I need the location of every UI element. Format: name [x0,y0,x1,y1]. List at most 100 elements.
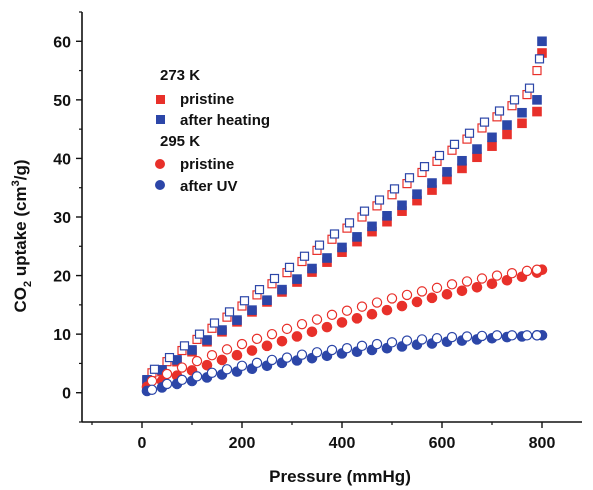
data-point-square [434,150,445,161]
legend-title-295k: 295 K [160,133,200,150]
data-point-circle [506,330,518,341]
data-point-square [464,128,475,138]
series-s295_pristine_filled [141,264,548,393]
data-point-square [374,195,385,205]
data-point-circle [201,359,213,371]
y-axis-label-part-uptake: uptake (cm [11,186,30,280]
legend-label-295k-after-uv: after UV [180,178,238,195]
data-point-circle [456,285,468,297]
data-point-circle [281,323,293,335]
data-point-square [284,262,295,272]
data-point-square [479,117,490,127]
data-point-circle [216,354,228,366]
data-point-square [532,106,542,117]
data-point-square [352,232,362,242]
y-tick-label: 40 [53,151,71,168]
data-point-square [164,352,175,363]
data-point-square [269,273,280,284]
data-point-circle [341,343,353,354]
data-point-circle [251,333,263,345]
data-point-circle [146,384,158,395]
data-point-square [502,129,512,140]
data-point-circle [146,375,158,387]
x-tick-label: 800 [529,435,556,452]
data-point-circle [426,292,438,304]
data-point-square [359,206,370,216]
data-point-circle [476,330,488,342]
x-tick-label: 0 [138,435,147,452]
data-point-square [487,132,497,143]
data-point-circle [416,334,428,345]
series-s295_pristine_open [146,264,543,387]
y-axis-label-sub-2: 2 [22,281,34,287]
legend-title-273k: 273 K [160,67,200,84]
y-tick-label: 0 [62,386,71,403]
data-point-square [532,95,542,105]
data-point-square [179,341,190,351]
data-point-square [537,36,547,47]
data-point-circle [326,309,338,321]
data-point-circle [386,293,398,304]
data-point-square [472,152,482,163]
legend-marker-295k-after-uv [155,180,165,190]
y-tick-label: 10 [53,327,71,344]
data-point-square [344,218,355,228]
data-point-circle [341,305,353,316]
data-point-square [419,162,430,172]
data-point-square [247,305,257,315]
legend-label-295k-pristine: pristine [180,156,234,173]
x-axis-label: Pressure (mmHg) [269,467,411,486]
data-point-square [209,318,220,328]
data-point-square [517,107,527,118]
data-point-circle [491,270,503,281]
data-point-circle [176,362,188,373]
data-point-circle [231,349,243,361]
data-point-circle [311,314,323,325]
data-point-circle [411,296,423,308]
data-point-square [232,315,242,325]
data-point-square [367,221,377,232]
data-point-square [217,325,227,335]
y-tick-label: 60 [53,34,71,51]
data-point-square [509,95,520,105]
data-point-circle [161,368,173,380]
data-point-square [202,335,212,345]
data-point-square [404,173,415,183]
data-point-square [457,155,467,166]
data-point-circle [221,364,233,375]
data-point-square [382,211,392,221]
data-point-circle [491,330,503,341]
data-point-circle [431,282,443,294]
data-point-circle [461,331,473,342]
legend-label-273k-after-heating: after heating [180,112,270,129]
data-point-circle [401,289,413,301]
data-point-circle [176,374,188,386]
data-point-square [337,242,347,253]
data-point-square [487,141,497,151]
data-point-circle [401,335,413,346]
legend: 273 K pristine after heating 295 K prist… [155,67,270,195]
data-point-circle [416,286,428,297]
data-point-circle [191,355,203,367]
tick-labels: 0 200 400 600 800 0 10 20 30 40 50 60 [53,34,555,452]
data-point-circle [266,354,278,366]
data-point-circle [251,357,263,369]
data-point-square [532,65,542,76]
data-point-circle [236,338,248,350]
data-point-square [329,229,340,239]
data-point-circle [296,318,308,330]
data-marks [141,36,548,397]
data-point-circle [521,330,533,341]
data-point-circle [381,304,393,316]
data-point-circle [461,276,473,287]
series-s295_uv_open [146,330,543,395]
data-point-circle [266,328,278,340]
data-point-square [194,329,205,339]
legend-label-273k-pristine: pristine [180,91,234,108]
data-point-square [517,118,527,129]
data-point-square [494,106,505,116]
data-point-circle [396,300,408,312]
x-tick-label: 200 [229,435,256,452]
data-point-circle [471,281,483,293]
